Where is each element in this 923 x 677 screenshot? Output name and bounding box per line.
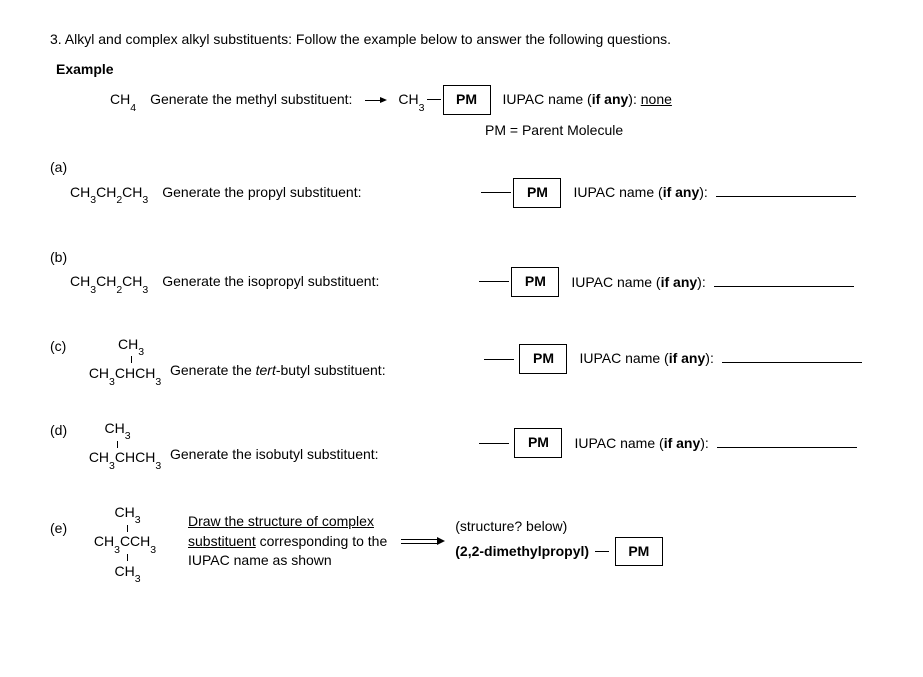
iupac-label: IUPAC name (if any): bbox=[574, 433, 856, 454]
example-instruction: Generate the methyl substituent: bbox=[150, 90, 352, 110]
part-e: (e) CH3 CH3CCH3 CH3 Draw the structure o… bbox=[50, 505, 873, 578]
part-b-label: (b) bbox=[50, 248, 873, 268]
iupac-blank[interactable] bbox=[716, 182, 856, 197]
part-c-label: (c) bbox=[50, 337, 80, 357]
iupac-blank[interactable] bbox=[722, 348, 862, 363]
part-c-instruction: Generate the tert-butyl substituent: bbox=[170, 361, 386, 381]
part-e-precursor: CH3 CH3CCH3 CH3 bbox=[80, 505, 170, 578]
pm-box: PM bbox=[511, 267, 559, 297]
pm-box: PM bbox=[443, 85, 491, 115]
part-a-label: (a) bbox=[50, 158, 873, 178]
part-a: (a) CH3CH2CH3 Generate the propyl substi… bbox=[50, 158, 873, 207]
part-b: (b) CH3CH2CH3 Generate the isopropyl sub… bbox=[50, 248, 873, 297]
part-c: (c) CH3 CH3CHCH3 Generate the tert-butyl… bbox=[50, 337, 873, 381]
part-a-row: CH3CH2CH3 Generate the propyl substituen… bbox=[70, 178, 873, 208]
iupac-label: IUPAC name (if any): bbox=[579, 348, 861, 369]
iupac-blank[interactable] bbox=[717, 433, 857, 448]
part-e-name: (2,2-dimethylpropyl) bbox=[455, 543, 589, 559]
pm-caption: PM = Parent Molecule bbox=[485, 121, 873, 141]
part-e-instruction: Draw the structure of complex substituen… bbox=[188, 512, 387, 571]
part-d-precursor: CH3 CH3CHCH3 bbox=[80, 421, 170, 465]
iupac-label: IUPAC name (if any): bbox=[573, 182, 855, 203]
part-b-row: CH3CH2CH3 Generate the isopropyl substit… bbox=[70, 267, 873, 297]
question-intro: 3. Alkyl and complex alkyl substituents:… bbox=[50, 30, 873, 50]
example-product: CH3 bbox=[398, 90, 424, 110]
part-d-instruction: Generate the isobutyl substituent: bbox=[170, 445, 379, 465]
double-arrow-icon bbox=[401, 537, 445, 547]
part-c-precursor: CH3 CH3CHCH3 bbox=[80, 337, 170, 381]
part-d: (d) CH3 CH3CHCH3 Generate the isobutyl s… bbox=[50, 421, 873, 465]
pm-box: PM bbox=[514, 428, 562, 458]
part-b-precursor: CH3CH2CH3 bbox=[70, 272, 148, 292]
iupac-label: IUPAC name (if any): none bbox=[503, 90, 672, 110]
example-heading: Example bbox=[56, 60, 873, 80]
iupac-answer-none: none bbox=[641, 91, 672, 107]
part-b-instruction: Generate the isopropyl substituent: bbox=[162, 272, 379, 292]
pm-box: PM bbox=[615, 537, 663, 567]
iupac-blank[interactable] bbox=[714, 272, 854, 287]
pm-box: PM bbox=[513, 178, 561, 208]
iupac-label: IUPAC name (if any): bbox=[571, 272, 853, 293]
part-e-result: (structure? below) (2,2-dimethylpropyl) … bbox=[455, 517, 663, 566]
pm-box: PM bbox=[519, 344, 567, 374]
question-page: 3. Alkyl and complex alkyl substituents:… bbox=[0, 0, 923, 618]
example-row: CH4 Generate the methyl substituent: CH3… bbox=[110, 85, 873, 115]
part-a-precursor: CH3CH2CH3 bbox=[70, 183, 148, 203]
part-e-label: (e) bbox=[50, 519, 80, 539]
reaction-arrow-icon bbox=[362, 90, 390, 110]
example-precursor: CH4 bbox=[110, 90, 136, 110]
part-a-instruction: Generate the propyl substituent: bbox=[162, 183, 361, 203]
